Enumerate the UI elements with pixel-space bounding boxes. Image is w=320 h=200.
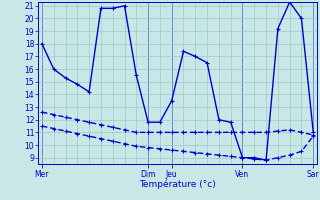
X-axis label: Température (°c): Température (°c) — [139, 180, 216, 189]
